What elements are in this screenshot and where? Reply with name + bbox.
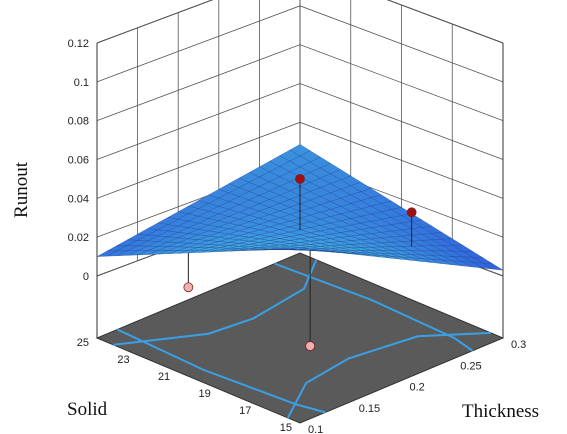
floor-plane bbox=[95, 252, 505, 424]
runout-tick-label: 0.08 bbox=[68, 116, 89, 128]
runout-tick-label: 0.06 bbox=[68, 155, 89, 167]
solid-tick-label: 19 bbox=[199, 388, 211, 400]
solid-tick-label: 17 bbox=[239, 405, 251, 417]
design-point-1 bbox=[406, 207, 417, 218]
runout-tick-label: 0.1 bbox=[74, 77, 89, 89]
design-point-2 bbox=[183, 282, 194, 293]
runout-tick-label: 0.04 bbox=[68, 193, 89, 205]
contour-2 bbox=[116, 328, 326, 414]
solid-tick-label: 21 bbox=[158, 371, 170, 383]
runout-tick-label: 0.02 bbox=[68, 232, 89, 244]
runout-tick-label: 0 bbox=[83, 271, 89, 283]
z-axis-title: Runout bbox=[11, 161, 32, 218]
front-frame bbox=[96, 43, 504, 338]
surface-cell bbox=[482, 262, 504, 271]
thickness-tick-label: 0.1 bbox=[308, 424, 323, 434]
tick-labels: 0 0.02 0.04 0.06 0.08 0.1 0.12 25 23 21 19 17 15 0.1 0… bbox=[68, 38, 527, 434]
thickness-tick-label: 0.15 bbox=[359, 403, 380, 415]
runout-tick-label: 0.12 bbox=[68, 38, 89, 50]
floor-contours bbox=[113, 259, 491, 419]
contour-1 bbox=[286, 331, 491, 419]
design-point-3 bbox=[305, 341, 316, 351]
stems-above bbox=[295, 174, 417, 247]
design-point-0 bbox=[295, 174, 305, 184]
solid-tick-label: 15 bbox=[280, 422, 292, 434]
response-surface bbox=[96, 144, 504, 271]
contour-3 bbox=[274, 262, 474, 352]
contour-0 bbox=[113, 259, 318, 346]
thickness-tick-label: 0.3 bbox=[511, 339, 526, 351]
thickness-tick-label: 0.25 bbox=[460, 360, 481, 372]
floor-polygon bbox=[95, 252, 505, 424]
thickness-axis-title: Thickness bbox=[462, 401, 539, 422]
solid-axis-title: Solid bbox=[67, 399, 108, 420]
surface-cell bbox=[96, 250, 118, 257]
thickness-tick-label: 0.2 bbox=[410, 382, 425, 394]
wall-grid-z-6 bbox=[96, 0, 504, 44]
solid-tick-label: 23 bbox=[117, 354, 129, 366]
solid-tick-label: 25 bbox=[77, 337, 89, 349]
